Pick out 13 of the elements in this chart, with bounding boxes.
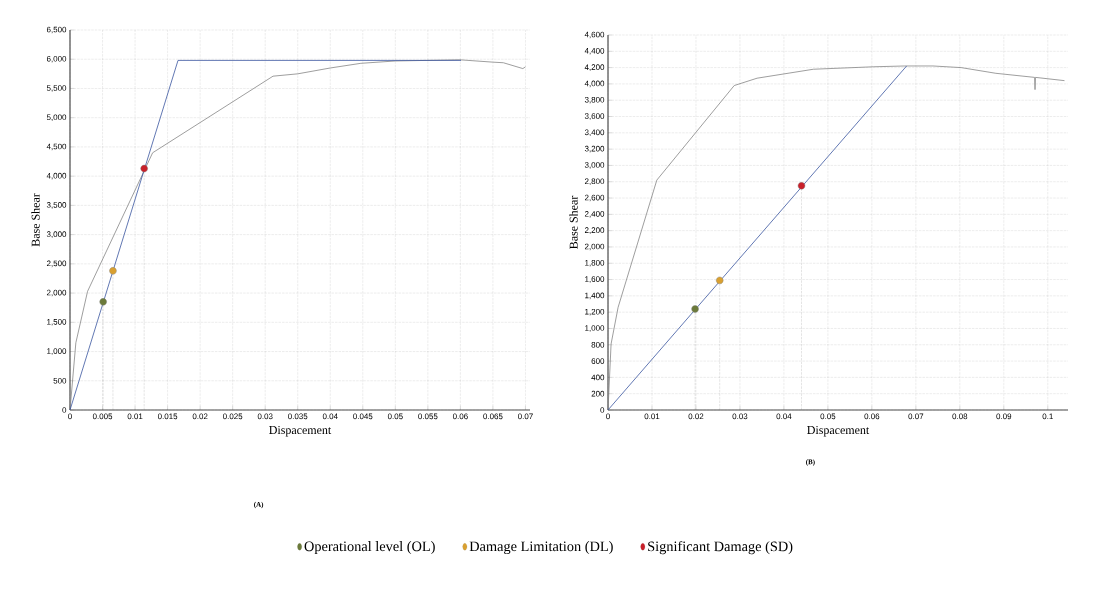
- legend-label: Damage Limitation (DL): [469, 541, 613, 555]
- point: [691, 305, 699, 313]
- y-axis-title: Base Shear: [569, 195, 578, 249]
- point: [140, 164, 148, 173]
- x-axis-title: Dispacement: [807, 425, 870, 437]
- x-axis-title: Dispacement: [269, 426, 332, 437]
- legend-label: Significant Damage (SD): [648, 541, 793, 555]
- y-axis-title: Base Shear: [31, 193, 40, 247]
- legend-label: Operational level (OL): [304, 541, 435, 555]
- point: [716, 276, 724, 285]
- point: [99, 298, 107, 306]
- point: [797, 182, 806, 190]
- point: [109, 267, 117, 275]
